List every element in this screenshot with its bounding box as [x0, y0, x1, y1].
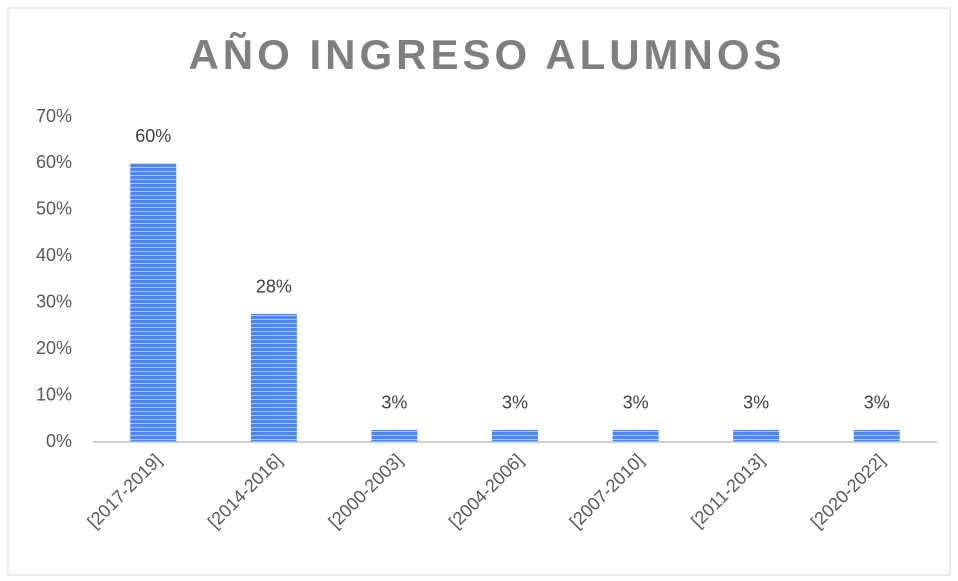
chart-title: AÑO INGRESO ALUMNOS: [188, 31, 785, 78]
bar: [371, 429, 418, 442]
data-label: 3%: [502, 393, 528, 413]
data-label: 3%: [381, 393, 407, 413]
data-label: 3%: [623, 393, 649, 413]
data-label: 3%: [743, 393, 769, 413]
y-tick-label: 70%: [36, 106, 72, 126]
bar: [250, 313, 297, 442]
y-tick-label: 50%: [36, 199, 72, 219]
bar: [853, 429, 900, 442]
y-tick-label: 30%: [36, 291, 72, 311]
data-label: 60%: [135, 126, 171, 146]
y-tick-label: 60%: [36, 152, 72, 172]
y-tick-label: 40%: [36, 245, 72, 265]
bar: [733, 429, 780, 442]
bar: [612, 429, 659, 442]
data-label: 3%: [864, 393, 890, 413]
data-label: 28%: [256, 277, 292, 297]
bar: [130, 163, 177, 442]
y-tick-label: 0%: [46, 431, 72, 451]
bar: [492, 429, 538, 442]
y-tick-label: 20%: [36, 338, 72, 358]
y-tick-label: 10%: [36, 384, 72, 404]
